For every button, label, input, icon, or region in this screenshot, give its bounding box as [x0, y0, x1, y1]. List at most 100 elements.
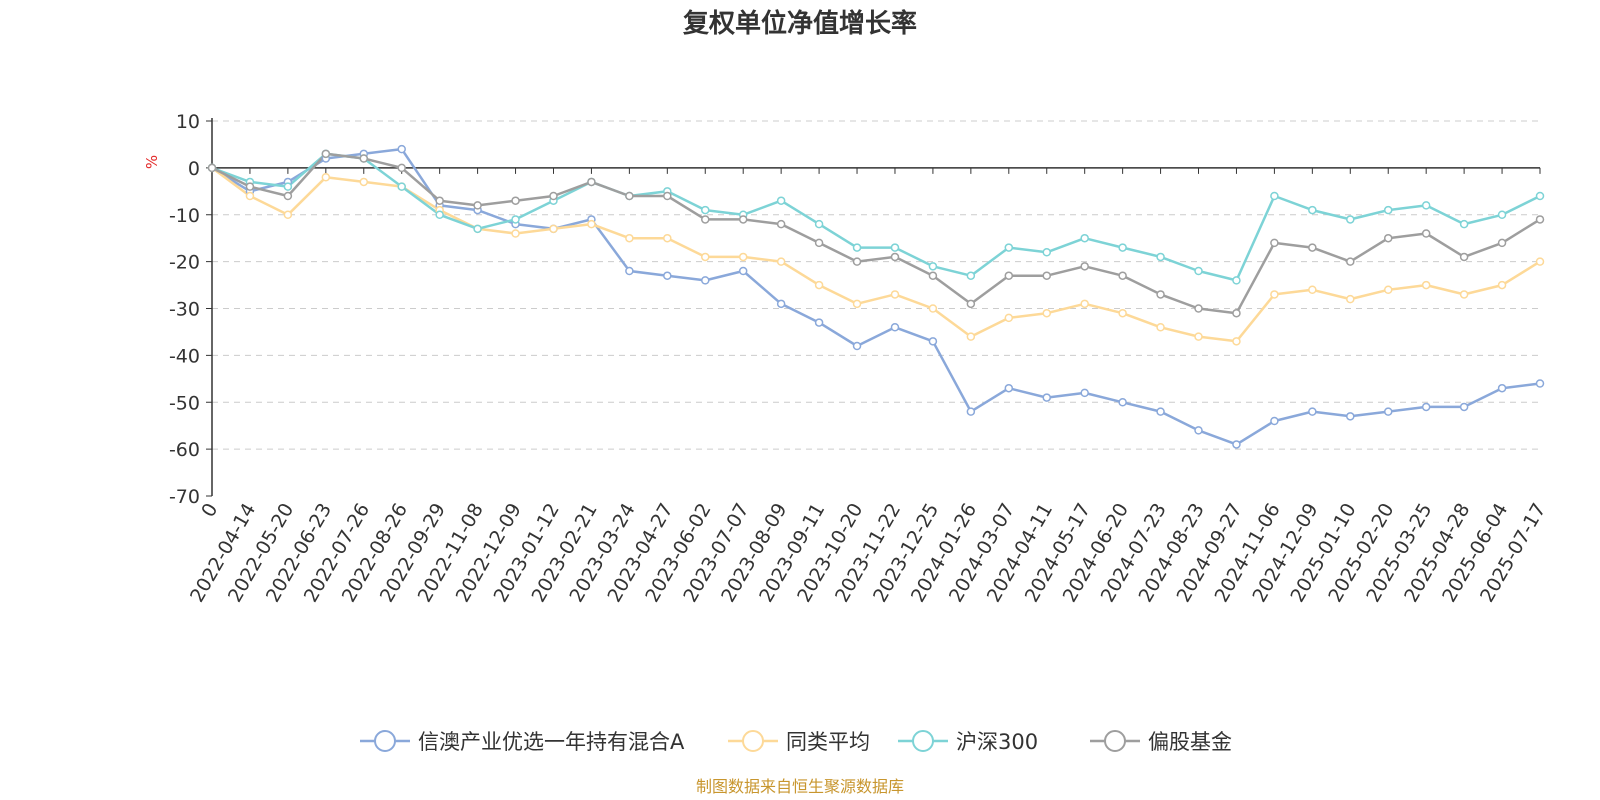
data-point	[1156, 252, 1165, 262]
data-point	[1459, 252, 1469, 262]
data-point	[1270, 191, 1279, 201]
data-point	[701, 215, 710, 224]
data-point	[928, 337, 938, 346]
data-point	[1421, 229, 1431, 238]
data-point	[1080, 233, 1089, 243]
data-point	[1421, 280, 1431, 290]
legend-item-2[interactable]: 沪深300	[898, 730, 1038, 754]
y-axis-unit: %	[143, 155, 161, 169]
data-point	[283, 182, 293, 191]
data-point	[1535, 191, 1545, 201]
data-point	[1232, 276, 1241, 285]
series-lines	[211, 147, 1541, 446]
data-point	[1042, 393, 1051, 402]
data-point	[587, 177, 596, 187]
data-point	[1004, 313, 1014, 323]
data-point	[663, 233, 672, 243]
data-point	[321, 149, 331, 159]
y-tick-label: -60	[169, 439, 200, 461]
data-point	[511, 229, 520, 238]
data-point	[397, 182, 406, 191]
legend-marker-icon	[742, 730, 764, 752]
data-point	[776, 219, 786, 229]
data-point	[1004, 271, 1014, 280]
data-point	[1421, 402, 1431, 412]
data-point	[1421, 201, 1431, 210]
data-point	[852, 299, 862, 309]
data-point	[966, 407, 976, 416]
data-point	[549, 191, 558, 201]
data-point	[1270, 290, 1279, 299]
data-point	[1497, 210, 1507, 219]
data-point	[1308, 243, 1317, 252]
data-point	[1118, 398, 1127, 407]
data-point	[511, 215, 520, 224]
legend-item-0[interactable]: 信澳产业优选一年持有混合A	[360, 730, 685, 754]
data-point	[1346, 294, 1355, 304]
data-point	[245, 191, 255, 201]
data-point	[1080, 262, 1089, 271]
data-point	[928, 262, 938, 271]
y-tick-label: -40	[169, 345, 200, 367]
y-tick-label: -30	[169, 299, 200, 321]
data-point	[890, 290, 900, 299]
legend-marker-icon	[1104, 730, 1126, 752]
data-point	[1156, 407, 1165, 416]
data-point	[1080, 299, 1089, 309]
data-point	[549, 224, 558, 234]
data-point	[473, 224, 482, 234]
data-point	[1194, 426, 1203, 435]
legend[interactable]: 信澳产业优选一年持有混合A 同类平均 沪深300 偏股基金	[360, 730, 1232, 754]
data-point	[1194, 304, 1203, 313]
data-point	[359, 154, 369, 163]
series-line-2	[211, 152, 1541, 282]
data-point	[1270, 238, 1279, 248]
data-point	[1118, 271, 1127, 280]
data-point	[890, 323, 900, 332]
data-point	[814, 280, 824, 290]
data-point	[435, 210, 444, 219]
legend-label: 偏股基金	[1148, 730, 1232, 754]
data-point	[1080, 388, 1089, 398]
data-point	[1004, 243, 1014, 252]
data-point	[1497, 280, 1507, 290]
series-line-3	[211, 152, 1541, 315]
data-point	[1156, 323, 1165, 332]
data-point	[776, 196, 786, 205]
data-point	[283, 191, 293, 201]
data-point	[511, 196, 520, 205]
data-point	[397, 144, 406, 154]
data-point	[776, 257, 786, 266]
data-point	[625, 266, 634, 276]
data-point	[966, 271, 976, 280]
data-point	[1232, 308, 1241, 318]
legend-item-3[interactable]: 偏股基金	[1090, 730, 1232, 754]
data-point	[1383, 233, 1393, 243]
series-line-1	[211, 166, 1541, 343]
legend-marker-icon	[912, 730, 934, 752]
data-point	[245, 182, 255, 191]
data-point	[587, 219, 596, 229]
legend-label: 同类平均	[786, 730, 870, 754]
legend-item-1[interactable]: 同类平均	[728, 730, 870, 754]
data-point	[890, 252, 900, 262]
data-point	[1383, 285, 1393, 294]
data-point	[814, 219, 824, 229]
data-point	[1004, 383, 1014, 393]
data-point	[1346, 412, 1355, 421]
data-point	[435, 196, 444, 205]
data-point	[738, 215, 748, 224]
y-tick-label: 10	[176, 111, 200, 133]
data-point	[1497, 383, 1507, 393]
grid-lines	[212, 120, 1540, 450]
data-point	[1194, 332, 1203, 341]
y-tick-label: -50	[169, 392, 200, 414]
data-point	[776, 299, 786, 309]
data-point	[1156, 290, 1165, 299]
data-point	[1535, 215, 1545, 224]
data-point	[283, 210, 293, 219]
data-point	[966, 332, 976, 341]
data-point	[1042, 308, 1051, 318]
data-point	[1346, 215, 1355, 224]
